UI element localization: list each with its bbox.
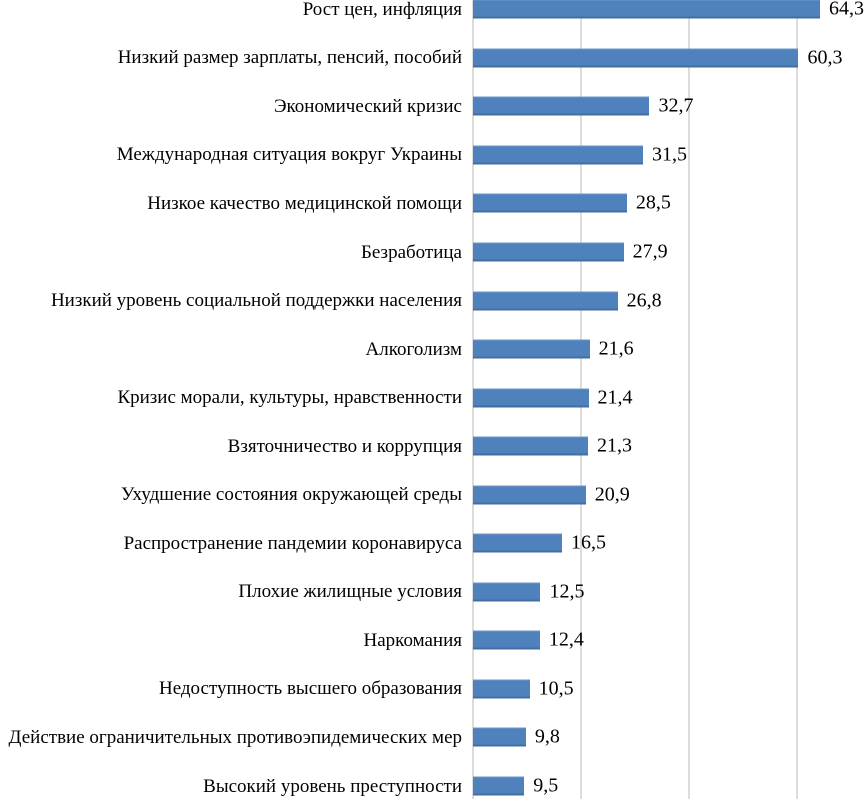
category-label: Высокий уровень преступности: [203, 775, 462, 797]
value-label: 27,9: [632, 240, 668, 263]
value-label: 26,8: [626, 289, 662, 312]
category-label: Алкоголизм: [365, 338, 462, 360]
plot-area: 32,7: [473, 82, 867, 131]
bar-row: Действие ограничительных противоэпидемич…: [0, 713, 867, 762]
bar: [473, 679, 530, 699]
bar: [473, 485, 586, 505]
bar-row: Плохие жилищные условия 12,5: [0, 568, 867, 617]
category-label: Недоступность высшего образования: [158, 678, 462, 700]
value-label: 10,5: [538, 677, 574, 700]
bar: [473, 242, 624, 262]
gridline: [687, 0, 690, 799]
category-label: Ухудшение состояния окружающей среды: [121, 484, 462, 506]
plot-area: 64,3: [473, 0, 867, 34]
category-label: Безработица: [360, 241, 462, 263]
bar-row: Взяточничество и коррупция 21,3: [0, 422, 867, 471]
bar: [473, 436, 588, 456]
value-label: 60,3: [807, 46, 843, 69]
plot-area: 60,3: [473, 34, 867, 83]
bar: [473, 727, 526, 747]
bar-row: Экономический кризис 32,7: [0, 82, 867, 131]
category-label: Международная ситуация вокруг Украины: [116, 144, 462, 166]
bar-row: Международная ситуация вокруг Украины 31,…: [0, 131, 867, 180]
bar-row: Ухудшение состояния окружающей среды 20,9: [0, 470, 867, 519]
bar: [473, 776, 525, 796]
value-label: 9,8: [534, 725, 560, 748]
category-label: Низкое качество медицинской помощи: [147, 192, 462, 214]
bar: [473, 145, 643, 165]
value-label: 31,5: [652, 143, 687, 166]
category-label: Плохие жилищные условия: [238, 581, 462, 603]
plot-area: 28,5: [473, 179, 867, 228]
plot-area: 9,5: [473, 762, 867, 799]
plot-area: 31,5: [473, 131, 867, 180]
gridline: [795, 0, 798, 799]
plot-area: 10,5: [473, 665, 867, 714]
bar: [473, 48, 799, 68]
category-label: Низкий уровень социальной поддержки насе…: [50, 290, 462, 312]
bar-row: Низкий размер зарплаты, пенсий, пособий 6…: [0, 34, 867, 83]
value-label: 9,5: [533, 774, 559, 797]
bar: [473, 533, 563, 553]
plot-area: 21,4: [473, 373, 867, 422]
plot-area: 12,4: [473, 616, 867, 665]
bar-row: Безработица 27,9: [0, 228, 867, 277]
value-label: 20,9: [594, 483, 630, 506]
plot-area: 21,3: [473, 422, 867, 471]
value-label: 21,6: [598, 337, 634, 360]
value-label: 21,4: [597, 386, 633, 409]
bar-row: Высокий уровень преступности 9,5: [0, 762, 867, 799]
category-label: Наркомания: [363, 629, 462, 651]
plot-area: 20,9: [473, 470, 867, 519]
bar: [473, 193, 627, 213]
bar: [473, 291, 618, 311]
category-label: Кризис морали, культуры, нравственности: [117, 387, 462, 409]
bar-row: Кризис морали, культуры, нравственности 2…: [0, 373, 867, 422]
value-label: 28,5: [635, 191, 671, 214]
bar-row: Распространение пандемии коронавируса 16,…: [0, 519, 867, 568]
plot-area: 27,9: [473, 228, 867, 277]
bar-row: Низкое качество медицинской помощи 28,5: [0, 179, 867, 228]
plot-area: 12,5: [473, 568, 867, 617]
bar: [473, 96, 650, 116]
plot-area: 26,8: [473, 276, 867, 325]
bar: [473, 388, 589, 408]
bar-row: Рост цен, инфляция 64,3: [0, 0, 867, 34]
value-label: 12,4: [548, 628, 584, 651]
value-label: 32,7: [658, 94, 694, 117]
bar-row: Наркомания 12,4: [0, 616, 867, 665]
category-label: Низкий размер зарплаты, пенсий, пособий: [117, 47, 462, 69]
bar-row: Недоступность высшего образования 10,5: [0, 665, 867, 714]
bar-row: Низкий уровень социальной поддержки насе…: [0, 276, 867, 325]
bar: [473, 630, 540, 650]
value-label: 16,5: [571, 531, 607, 554]
value-label: 64,3: [829, 0, 865, 20]
category-label: Действие ограничительных противоэпидемич…: [8, 726, 462, 748]
bar: [473, 582, 541, 602]
plot-area: 21,6: [473, 325, 867, 374]
value-label: 21,3: [596, 434, 632, 457]
value-label: 12,5: [549, 580, 585, 603]
category-label: Взяточничество и коррупция: [227, 435, 462, 457]
category-label: Распространение пандемии коронавируса: [123, 532, 462, 554]
category-label: Экономический кризис: [273, 95, 462, 117]
category-label: Рост цен, инфляция: [302, 0, 462, 20]
bar: [473, 339, 590, 359]
plot-area: 16,5: [473, 519, 867, 568]
bar: [473, 0, 821, 19]
plot-area: 9,8: [473, 713, 867, 762]
bar-row: Алкоголизм 21,6: [0, 325, 867, 374]
